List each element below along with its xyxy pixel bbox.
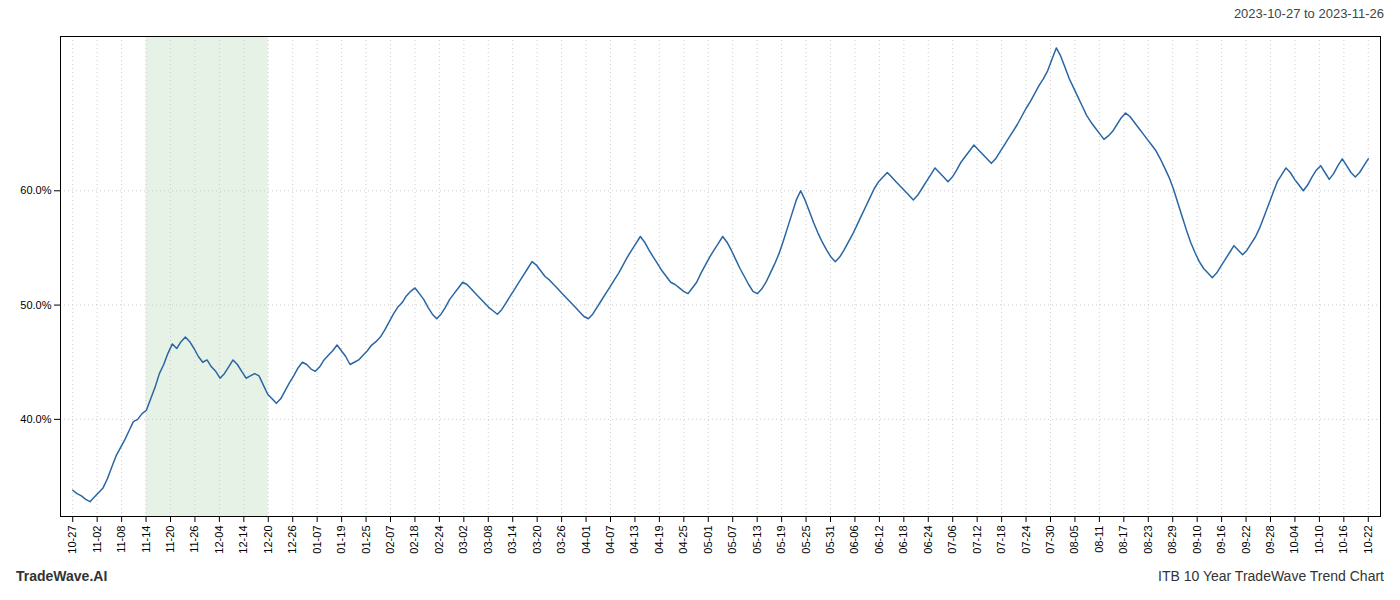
svg-text:09-28: 09-28 — [1264, 526, 1276, 554]
html-text:TradeWave.AI: TradeWave.AI — [16, 568, 108, 584]
svg-text:03-20: 03-20 — [531, 526, 543, 554]
svg-text:11-08: 11-08 — [115, 526, 127, 553]
svg-text:10-27: 10-27 — [66, 526, 78, 554]
svg-text:10-10: 10-10 — [1313, 526, 1325, 554]
svg-text:04-01: 04-01 — [580, 526, 592, 554]
svg-text:09-16: 09-16 — [1215, 526, 1227, 554]
svg-text:09-10: 09-10 — [1191, 526, 1203, 554]
svg-text:01-07: 01-07 — [311, 526, 323, 554]
svg-text:09-22: 09-22 — [1240, 526, 1252, 554]
svg-text:12-20: 12-20 — [262, 526, 274, 554]
svg-text:07-06: 07-06 — [946, 526, 958, 554]
svg-text:07-24: 07-24 — [1020, 526, 1032, 554]
svg-text:05-25: 05-25 — [800, 526, 812, 554]
svg-text:03-02: 03-02 — [457, 526, 469, 554]
svg-text:05-13: 05-13 — [751, 526, 763, 554]
svg-text:11-02: 11-02 — [91, 526, 103, 553]
svg-text:07-12: 07-12 — [971, 526, 983, 554]
svg-text:06-24: 06-24 — [922, 526, 934, 554]
svg-text:12-26: 12-26 — [286, 526, 298, 554]
svg-text:10-22: 10-22 — [1362, 526, 1374, 554]
svg-text:50.0%: 50.0% — [20, 299, 51, 311]
svg-text:02-24: 02-24 — [433, 526, 445, 554]
svg-text:12-04: 12-04 — [213, 526, 225, 554]
svg-text:04-07: 04-07 — [604, 526, 616, 554]
svg-text:08-29: 08-29 — [1166, 526, 1178, 554]
html-text:ITB 10 Year TradeWave Trend Ch: ITB 10 Year TradeWave Trend Chart — [1158, 568, 1384, 584]
svg-text:07-30: 07-30 — [1044, 526, 1056, 554]
svg-text:05-07: 05-07 — [726, 526, 738, 554]
svg-text:08-23: 08-23 — [1142, 526, 1154, 554]
svg-text:02-07: 02-07 — [384, 526, 396, 554]
svg-text:11-14: 11-14 — [140, 526, 152, 553]
svg-text:01-25: 01-25 — [360, 526, 372, 554]
svg-text:01-19: 01-19 — [335, 526, 347, 554]
svg-text:07-18: 07-18 — [995, 526, 1007, 554]
svg-text:04-25: 04-25 — [677, 526, 689, 554]
svg-text:05-19: 05-19 — [775, 526, 787, 554]
svg-text:10-04: 10-04 — [1288, 526, 1300, 554]
svg-text:40.0%: 40.0% — [20, 413, 51, 425]
svg-text:03-14: 03-14 — [506, 526, 518, 554]
html-text:2023-10-27 to 2023-11-26: 2023-10-27 to 2023-11-26 — [1233, 6, 1384, 21]
svg-text:06-12: 06-12 — [873, 526, 885, 554]
svg-text:08-05: 08-05 — [1068, 526, 1080, 554]
svg-text:05-01: 05-01 — [702, 526, 714, 554]
svg-text:05-31: 05-31 — [824, 526, 836, 554]
svg-text:06-06: 06-06 — [848, 526, 860, 554]
svg-text:10-16: 10-16 — [1337, 526, 1349, 554]
svg-text:04-13: 04-13 — [628, 526, 640, 554]
svg-text:04-19: 04-19 — [653, 526, 665, 554]
svg-text:12-14: 12-14 — [237, 526, 249, 554]
svg-text:08-17: 08-17 — [1117, 526, 1129, 554]
svg-text:03-26: 03-26 — [555, 526, 567, 554]
svg-text:08-11: 08-11 — [1093, 526, 1105, 553]
svg-text:60.0%: 60.0% — [20, 184, 51, 196]
svg-text:02-18: 02-18 — [408, 526, 420, 554]
svg-text:06-18: 06-18 — [897, 526, 909, 554]
svg-text:11-20: 11-20 — [164, 526, 176, 553]
svg-text:11-26: 11-26 — [188, 526, 200, 553]
svg-text:03-08: 03-08 — [482, 526, 494, 554]
